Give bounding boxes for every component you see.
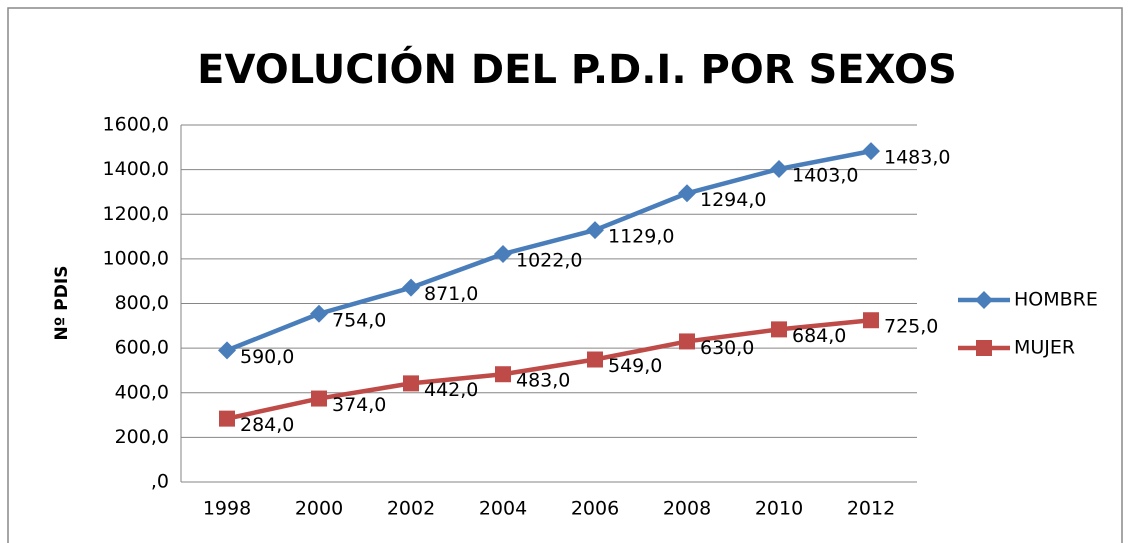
y-tick-label: 200,0 [115, 426, 169, 448]
chart-title: EVOLUCIÓN DEL P.D.I. POR SEXOS [197, 45, 957, 93]
legend-label: MUJER [1014, 337, 1075, 359]
x-tick-label: 1998 [203, 498, 251, 520]
data-point [586, 221, 604, 240]
y-tick-label: 800,0 [115, 292, 169, 314]
data-point [975, 291, 993, 309]
y-tick-label: 1000,0 [103, 247, 169, 269]
series-line [226, 148, 872, 353]
data-point [587, 351, 603, 368]
data-label: 684,0 [792, 325, 846, 347]
data-label: 1129,0 [608, 226, 674, 248]
data-point [402, 278, 420, 297]
x-tick-label: 2002 [387, 498, 435, 520]
y-tick-label: 600,0 [115, 337, 169, 359]
data-label: 590,0 [240, 346, 294, 368]
data-label: 630,0 [700, 337, 754, 359]
y-tick-label: 1600,0 [103, 114, 169, 136]
data-label: 374,0 [332, 394, 386, 416]
x-tick-label: 2000 [295, 498, 343, 520]
data-point [495, 366, 511, 383]
data-point [311, 390, 327, 407]
data-label: 442,0 [424, 379, 478, 401]
chart-border [7, 7, 1123, 543]
data-label: 549,0 [608, 355, 662, 377]
data-label: 1483,0 [884, 147, 950, 169]
data-point [863, 312, 879, 329]
data-label: 483,0 [516, 370, 570, 392]
data-label: 1294,0 [700, 189, 766, 211]
data-label: 754,0 [332, 309, 386, 331]
data-label: 871,0 [424, 283, 478, 305]
data-point [678, 184, 696, 203]
data-label: 1403,0 [792, 164, 858, 186]
data-point [310, 304, 328, 323]
data-point [976, 340, 992, 356]
data-point [219, 410, 235, 427]
data-label: 725,0 [884, 316, 938, 338]
data-point [862, 142, 880, 161]
x-tick-label: 2012 [847, 498, 895, 520]
y-axis-label: Nº PDIS [52, 266, 72, 341]
data-point [770, 159, 788, 178]
x-tick-label: 2010 [755, 498, 803, 520]
data-point [218, 341, 236, 360]
x-tick-label: 2006 [571, 498, 619, 520]
y-tick-label: ,0 [151, 471, 169, 493]
data-point [403, 375, 419, 392]
series-line [226, 317, 872, 421]
y-tick-label: 400,0 [115, 381, 169, 403]
data-point [771, 321, 787, 338]
x-tick-label: 2008 [663, 498, 711, 520]
legend-label: HOMBRE [1014, 289, 1098, 311]
data-label: 284,0 [240, 414, 294, 436]
data-point [679, 333, 695, 350]
y-tick-label: 1200,0 [103, 203, 169, 225]
data-point [494, 244, 512, 263]
x-tick-label: 2004 [479, 498, 527, 520]
data-label: 1022,0 [516, 249, 582, 271]
y-tick-label: 1400,0 [103, 158, 169, 180]
